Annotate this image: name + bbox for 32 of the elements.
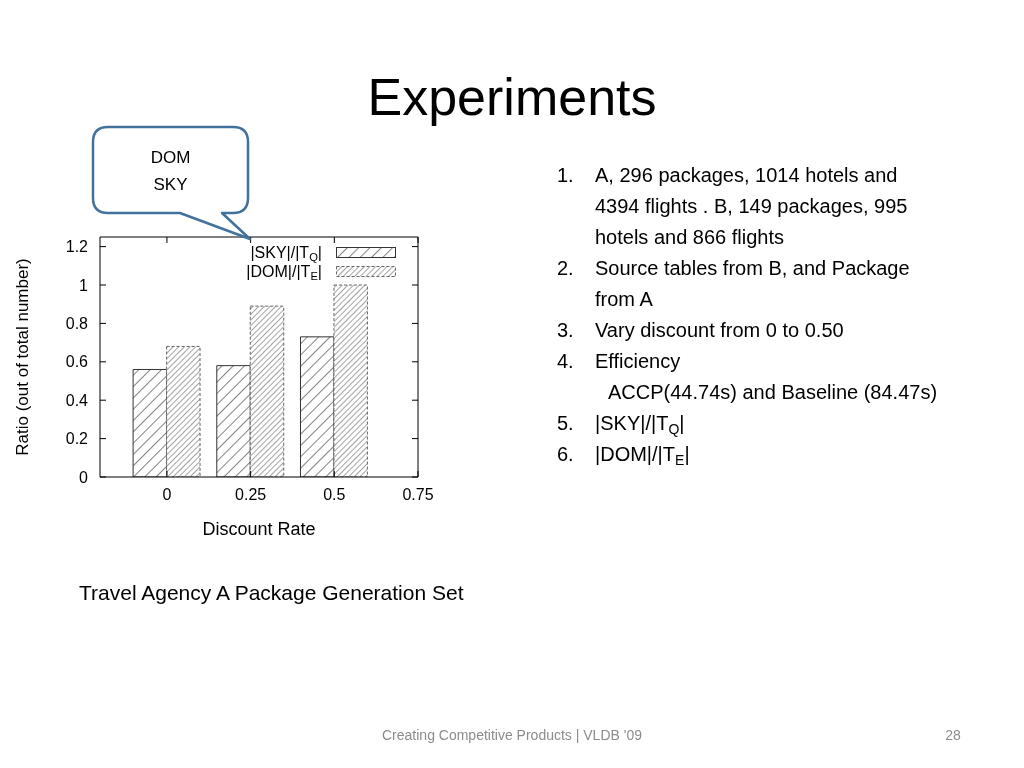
y-tick-label: 0.8 [65,315,89,333]
x-axis-title: Discount Rate [202,519,316,539]
bar [249,305,285,477]
text: 4. Efficiency ACCP(44.74s) and Baseline (84.47s) [557,349,939,405]
text: DOM SKY [149,147,192,196]
text: 1. A, 296 packages, 1014 hotels and 4394 flights . B, 149 packages, 995 hotels and 866 flights [557,163,909,250]
text: Creating Competitive Products | VLDB '09 [382,727,642,743]
x-tick-label: 0.75 [402,486,434,504]
chart-title: Experiments [366,67,658,128]
bar [333,284,368,477]
text: 28 [944,726,962,745]
bar [299,336,335,477]
text: 2. Source tables from B, and Package from A [557,256,911,312]
text: Travel Agency A Package Generation Set [79,580,464,606]
x-tick-label: 0.25 [235,486,267,504]
bar [216,365,251,477]
bar [166,345,201,477]
text: 3. Vary discount from 0 to 0.50 [557,318,845,343]
x-tick-label: 0.5 [323,486,346,504]
legend-label: |DOM|/|T$_{E}$| [246,263,322,283]
y-axis-title: Ratio (out of total number) [13,258,33,456]
legend-label: |SKY|/|T$_{Q}$| [250,243,322,264]
text: 6. |DOM|/|T$_{E}$| [557,442,691,470]
y-tick-label: 0.2 [65,430,89,448]
y-tick-label: 0.4 [65,391,89,409]
y-tick-label: 0.6 [65,353,89,371]
y-tick-label: 1.2 [65,238,89,256]
y-tick-label: 1 [79,276,89,294]
bar [132,368,168,477]
x-tick-label: 0 [162,486,172,504]
text: 5. |SKY|/|T$_{Q}$| [557,411,686,439]
y-tick-label: 0 [79,468,89,486]
